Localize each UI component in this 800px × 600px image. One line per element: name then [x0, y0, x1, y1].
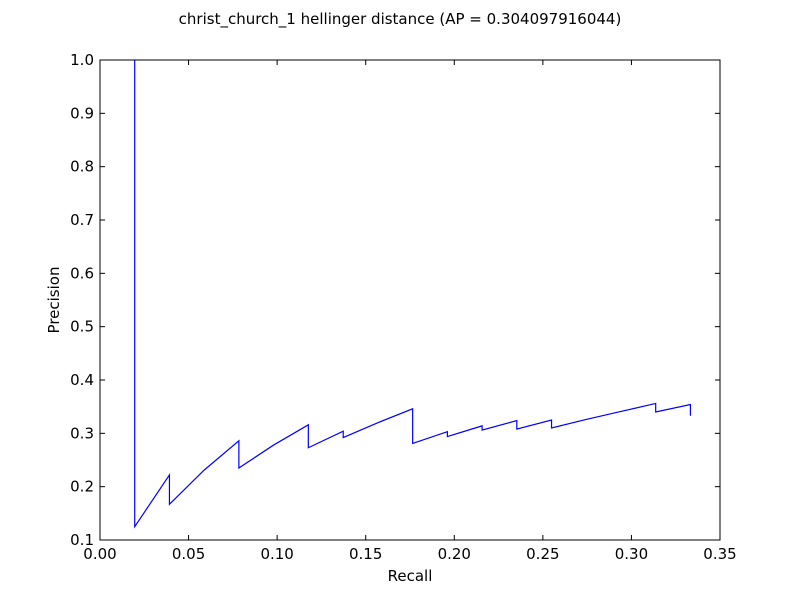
y-axis-label: Precision [45, 267, 63, 334]
y-tick-label: 0.2 [70, 478, 94, 496]
y-tick-label: 0.1 [70, 531, 94, 549]
axes-frame [99, 59, 721, 541]
series-line-0 [134, 60, 692, 529]
x-axis-label: Recall [388, 567, 433, 585]
x-tick-label: 0.20 [438, 545, 471, 563]
y-tick-label: 0.7 [70, 211, 94, 229]
x-tick-label: 0.00 [83, 545, 116, 563]
y-tick-label: 0.9 [70, 104, 94, 122]
y-tick-label: 0.6 [70, 264, 94, 282]
y-tick-label: 0.8 [70, 158, 94, 176]
y-tick-label: 1.0 [70, 51, 94, 69]
chart-title: christ_church_1 hellinger distance (AP =… [179, 10, 622, 29]
x-tick-label: 0.35 [703, 545, 736, 563]
y-tick-label: 0.5 [70, 318, 94, 336]
x-tick-label: 0.30 [615, 545, 648, 563]
x-tick-label: 0.10 [260, 545, 293, 563]
y-tick-label: 0.4 [70, 371, 94, 389]
x-tick-label: 0.15 [349, 545, 382, 563]
plot-area: 0.00 0.05 0.10 0.15 0.20 0.25 0.30 0.35 0.1 0.2 0.… [70, 51, 737, 563]
x-tick-label: 0.05 [172, 545, 205, 563]
y-tick-label: 0.3 [70, 424, 94, 442]
x-tick-label: 0.25 [526, 545, 559, 563]
